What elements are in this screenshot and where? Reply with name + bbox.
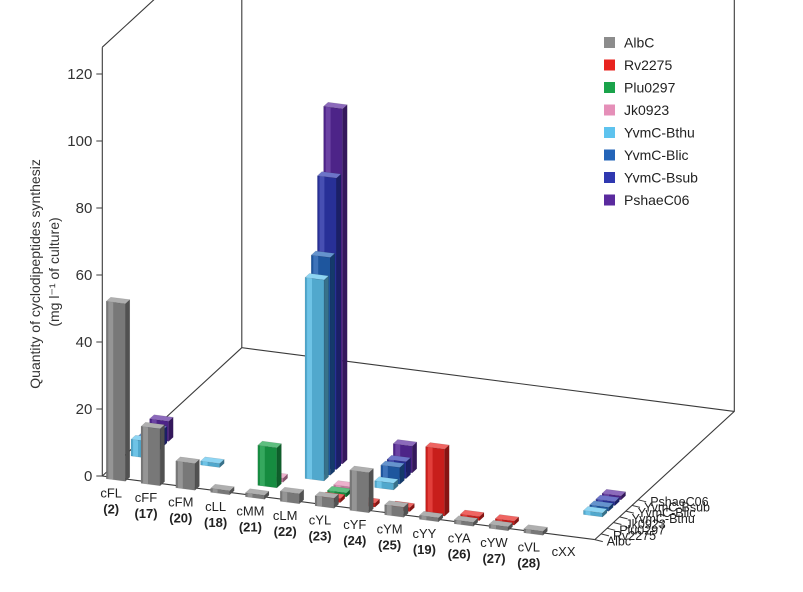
- legend-label: Jk0923: [624, 102, 669, 118]
- depth-tick-mark: [613, 522, 622, 525]
- depth-label: Albc: [607, 535, 631, 549]
- category-name-label: cFF: [135, 490, 157, 505]
- legend-swatch: [604, 194, 615, 206]
- bar-AlbC-cYL: [314, 491, 340, 509]
- depth-label: Plu0297: [619, 523, 665, 537]
- bar-AlbC-cFL: [105, 296, 131, 482]
- category-number-label: (23): [308, 528, 331, 543]
- bar-YvmC-Bthu-cYF: [374, 476, 399, 491]
- legend-label: YvmC-Bthu: [624, 125, 695, 141]
- depth-label: PshaeC06: [650, 495, 708, 509]
- legend-label: YvmC-Blic: [624, 147, 689, 163]
- bar-AlbC-cLL: [210, 483, 235, 496]
- legend-label: AlbC: [624, 35, 654, 51]
- y-tick-label: 0: [84, 468, 92, 485]
- bars: [105, 101, 627, 536]
- bar-AlbC-cYY: [418, 510, 444, 523]
- bar-YvmC-Bthu-cLM: [304, 273, 330, 482]
- bar-Rv2275-cYY: [425, 442, 450, 517]
- category-name-label: cVL: [518, 539, 540, 554]
- legend-swatch: [604, 37, 615, 48]
- category-name-label: cLM: [273, 508, 298, 523]
- legend-swatch: [604, 59, 615, 71]
- category-number-label: (18): [204, 515, 227, 530]
- bar-AlbC-cYA: [453, 515, 479, 527]
- legend-swatch: [604, 82, 615, 93]
- category-name-label: cYY: [412, 526, 436, 541]
- category-number-label: (21): [239, 519, 262, 534]
- category-name-label: cMM: [236, 503, 264, 518]
- category-name-label: cLL: [205, 499, 226, 514]
- category-name-label: cXX: [552, 544, 576, 559]
- category-number-label: (26): [448, 546, 471, 561]
- y-tick-label: 20: [76, 401, 93, 418]
- category-name-label: cYA: [448, 530, 471, 545]
- y-axis-label-line2: (mg l⁻¹ of culture): [46, 217, 62, 326]
- y-tick-label: 80: [76, 200, 93, 217]
- depth-tick-mark: [600, 533, 610, 537]
- category-name-label: cFL: [100, 485, 122, 500]
- legend-swatch: [604, 172, 615, 183]
- y-tick-label: 120: [67, 66, 92, 83]
- legend: AlbC Rv2275 Plu0297 Jk0923 YvmC-Bthu YvmC-Bli…: [604, 35, 698, 208]
- category-number-label: (17): [134, 506, 157, 521]
- depth-labels: AlbcRv2275Plu0297Jk0923YvmC-BthuYvmC-Bli…: [594, 495, 710, 549]
- legend-label: Plu0297: [624, 80, 676, 96]
- category-name-label: cYW: [480, 535, 508, 550]
- category-name-label: cYL: [309, 512, 331, 527]
- legend-swatch: [604, 104, 615, 116]
- category-number-label: (22): [274, 524, 297, 539]
- y-axis-ticks: 0 20 40 60 80 100 120: [67, 66, 103, 485]
- category-number-label: (2): [103, 501, 119, 516]
- bar-AlbC-cYM: [384, 500, 409, 518]
- bar-AlbC-cVL: [523, 524, 548, 536]
- bar-AlbC-cFF: [140, 422, 166, 487]
- wall-outline: [101, 0, 735, 541]
- depth-label: Rv2275: [613, 529, 656, 543]
- category-number-label: (28): [517, 555, 540, 570]
- category-number-label: (27): [482, 551, 505, 566]
- depth-tick-mark: [619, 516, 628, 520]
- legend-swatch: [604, 149, 615, 161]
- bar-AlbC-cLM: [279, 486, 305, 505]
- legend-label: PshaeC06: [624, 192, 690, 208]
- bar-YvmC-Bthu-cFM: [200, 456, 225, 469]
- bar-AlbC-cFM: [175, 456, 200, 491]
- bar-Plu0297-cMM: [257, 440, 282, 489]
- depth-tick-mark: [607, 527, 616, 531]
- y-tick-label: 60: [76, 267, 93, 284]
- depth-tick-mark: [625, 510, 634, 514]
- bar-YvmC-Bthu-cXX: [582, 506, 608, 518]
- y-tick-label: 100: [67, 133, 92, 150]
- legend-label: Rv2275: [624, 57, 672, 73]
- bar-AlbC-cYW: [488, 519, 514, 532]
- bar-AlbC-cMM: [244, 488, 270, 500]
- depth-tick-mark: [594, 539, 603, 543]
- category-name-label: cYF: [343, 517, 366, 532]
- category-number-label: (19): [413, 542, 436, 557]
- category-number-label: (25): [378, 537, 401, 552]
- depth-tick-mark: [631, 504, 641, 508]
- category-name-label: cYM: [377, 521, 403, 536]
- bar-AlbC-cYF: [349, 465, 374, 514]
- depth-label: YvmC-Bsub: [644, 500, 710, 514]
- y-axis-label-line1: Quantity of cyclodipeptides synthesiz: [27, 159, 43, 389]
- depth-label: Jk0923: [625, 518, 665, 532]
- depth-label: YvmC-Bthu: [632, 512, 695, 526]
- legend-label: YvmC-Bsub: [624, 170, 698, 186]
- y-tick-label: 40: [76, 334, 93, 351]
- legend-swatch: [604, 127, 615, 138]
- category-labels: cFL(2) cFF(17) cFM(20) cLL(18) cMM(21) cLM(22…: [100, 485, 575, 570]
- y-axis-label: Quantity of cyclodipeptides synthesiz (m…: [27, 155, 62, 388]
- depth-tick-mark: [638, 499, 647, 503]
- category-number-label: (20): [169, 510, 192, 525]
- category-number-label: (24): [343, 533, 366, 548]
- depth-label: YvmC-Blic: [638, 506, 696, 520]
- category-name-label: cFM: [168, 494, 193, 509]
